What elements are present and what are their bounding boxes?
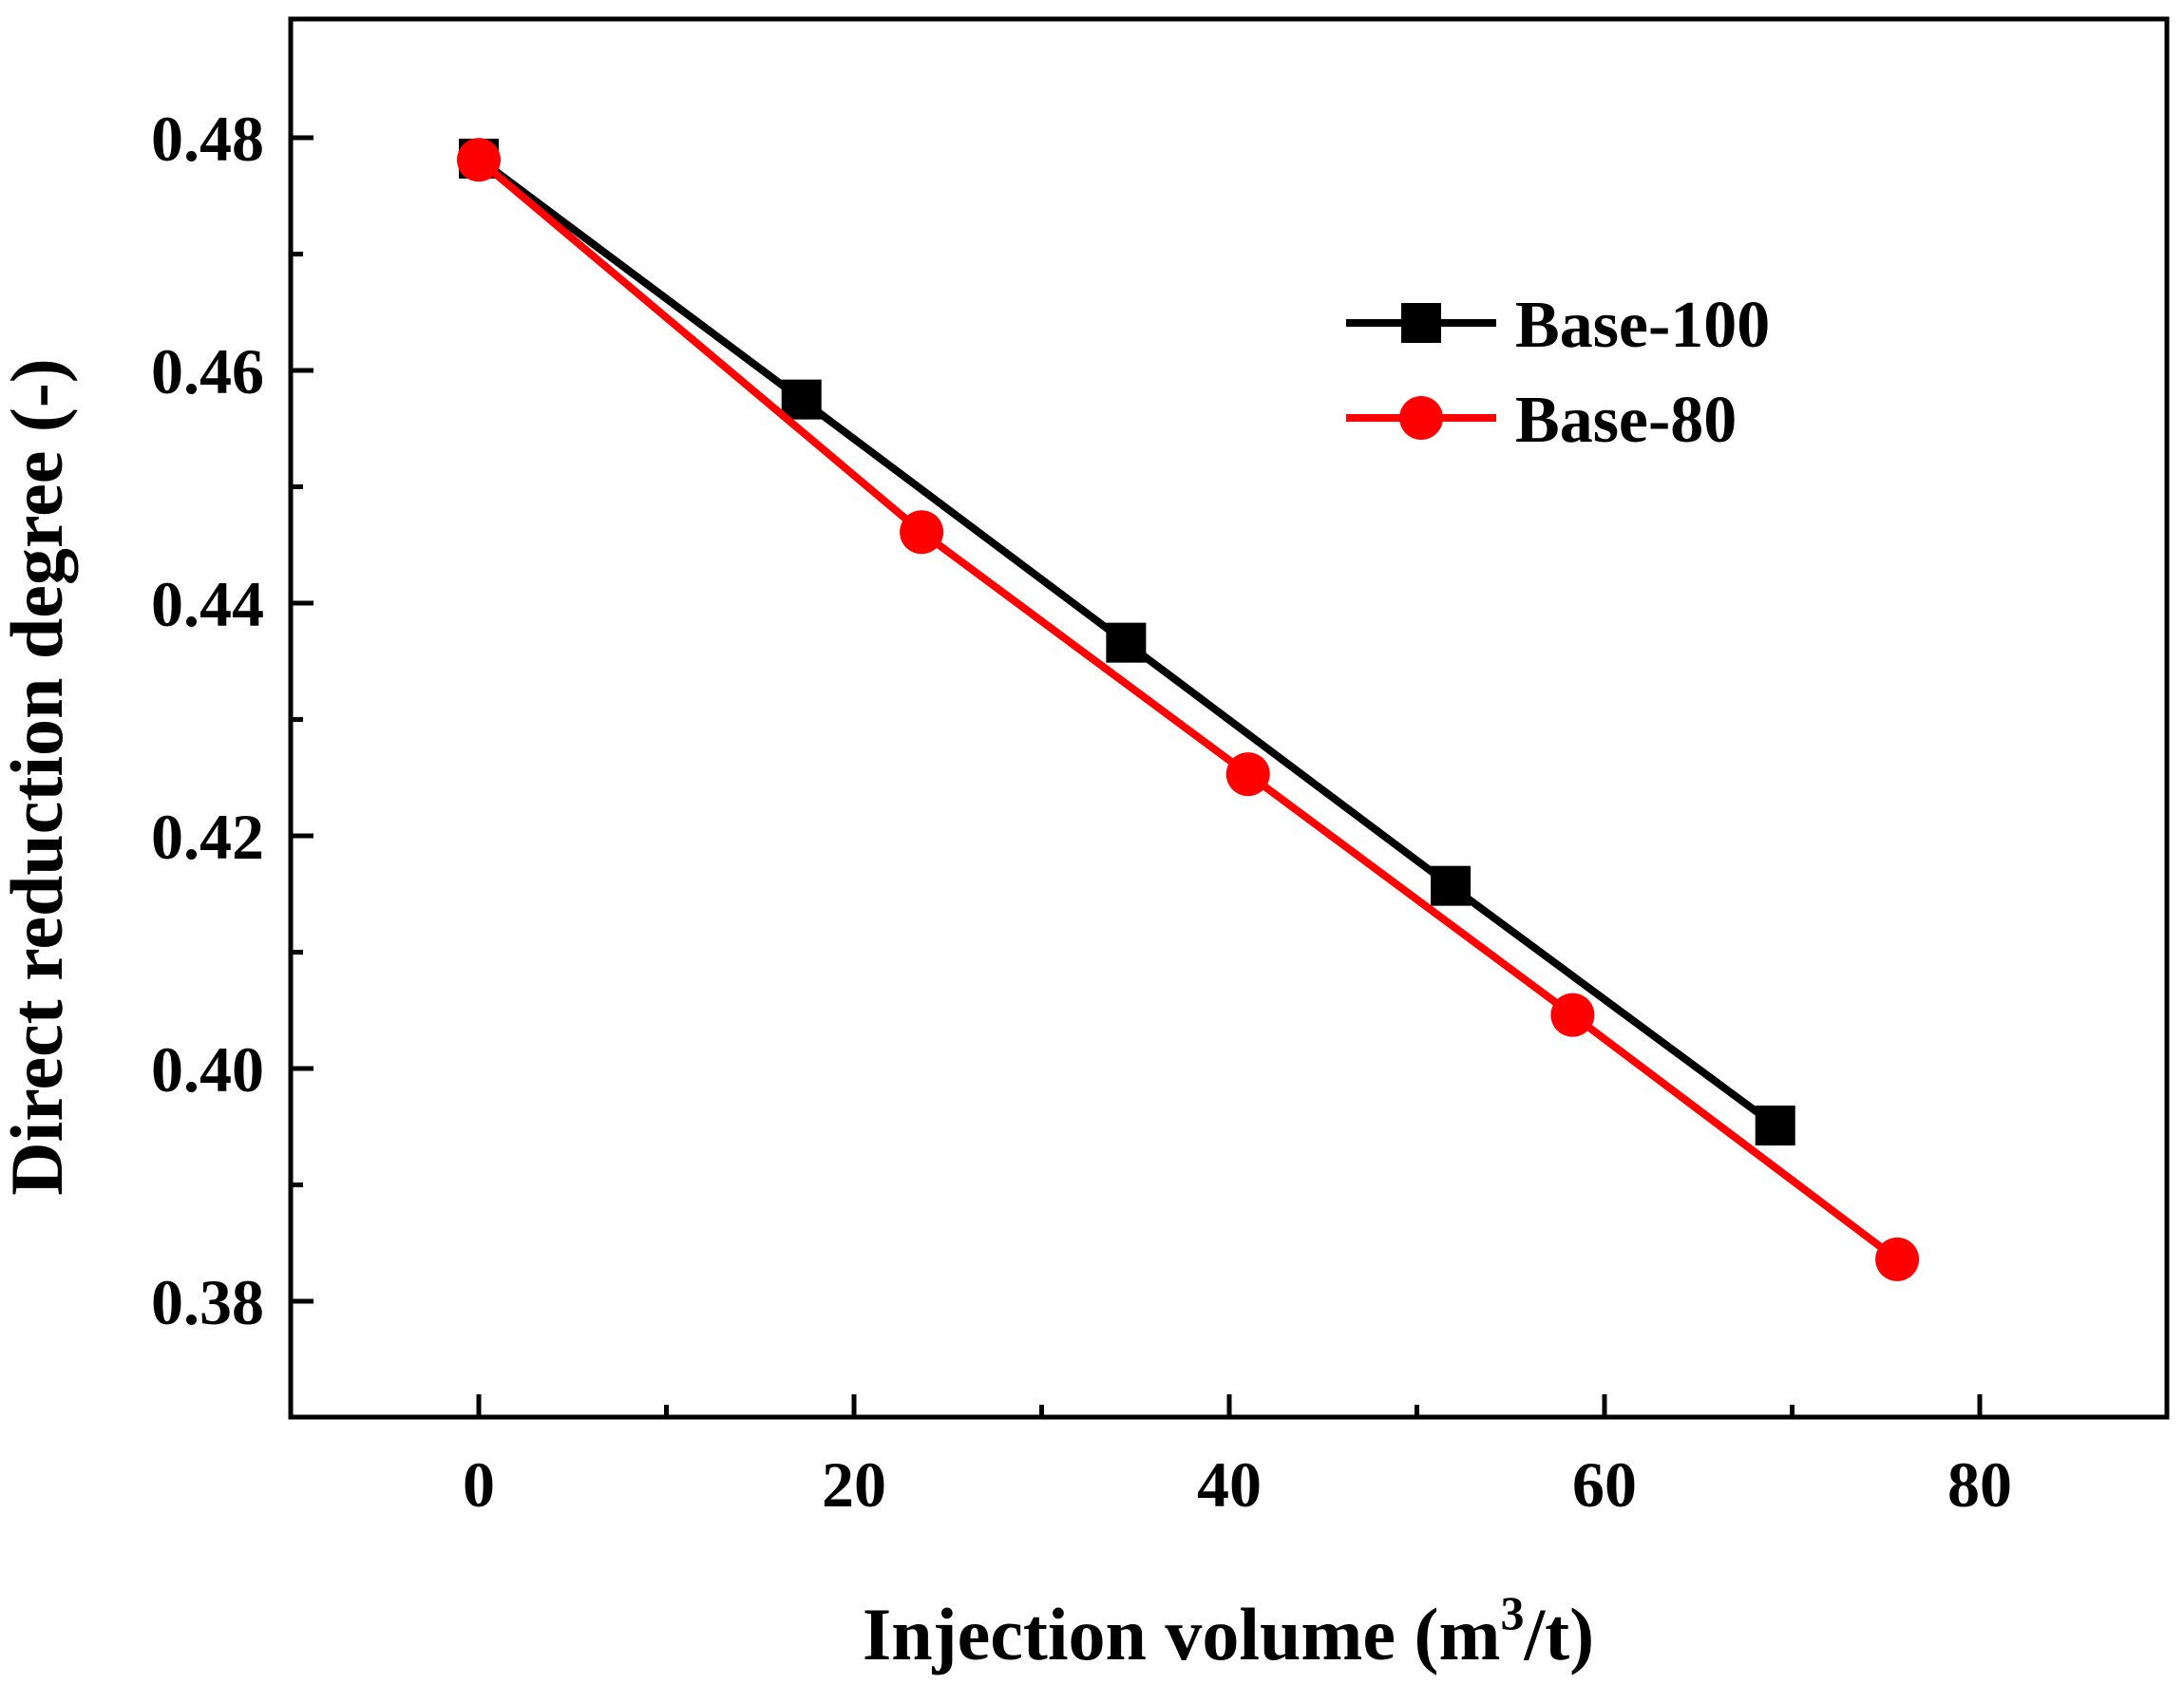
x-tick-label: 80 (1947, 1448, 2012, 1521)
data-point-base-100 (1431, 865, 1472, 906)
series-base-80 (457, 138, 1920, 1281)
data-point-base-80 (900, 510, 944, 555)
legend-marker-base-80 (1399, 396, 1443, 440)
x-tick-label: 40 (1197, 1448, 1262, 1521)
legend-item-base-100: Base-100 (1346, 289, 1770, 362)
data-point-base-100 (1755, 1106, 1795, 1146)
data-point-base-80 (1225, 752, 1270, 797)
axis-ticks: 0 20 40 60 80 0.38 0.40 0.42 0.44 0.46 0.48 (151, 103, 2012, 1521)
legend-label-base-100: Base-100 (1515, 289, 1770, 362)
legend-item-base-80: Base-80 (1346, 384, 1737, 457)
x-tick-label: 20 (822, 1448, 886, 1521)
y-tick-label: 0.46 (151, 335, 264, 407)
data-point-base-80 (457, 138, 501, 182)
data-point-base-80 (1875, 1237, 1920, 1281)
y-tick-label: 0.42 (151, 801, 264, 873)
y-axis-title: Direct reduction degree (-) (0, 358, 78, 1196)
x-tick-label: 0 (463, 1448, 495, 1521)
x-tick-label: 60 (1572, 1448, 1637, 1521)
series-layer (457, 138, 1920, 1281)
y-tick-label: 0.48 (151, 103, 264, 175)
y-tick-label: 0.44 (151, 568, 264, 640)
legend-label-base-80: Base-80 (1515, 384, 1737, 457)
x-axis-title-superscript: 3 (1500, 1586, 1524, 1639)
data-point-base-80 (1550, 993, 1595, 1037)
y-tick-label: 0.38 (151, 1266, 264, 1338)
y-tick-label: 0.40 (151, 1033, 264, 1106)
legend: Base-100 Base-80 (1346, 289, 1770, 457)
legend-marker-base-100 (1401, 303, 1441, 343)
x-axis-title: Injection volume (m3/t) (863, 1586, 1594, 1675)
data-point-base-100 (781, 379, 822, 420)
data-point-base-100 (1106, 622, 1147, 663)
